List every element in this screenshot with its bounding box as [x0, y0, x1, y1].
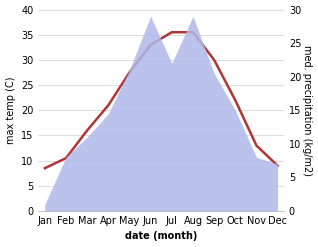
Y-axis label: med. precipitation (kg/m2): med. precipitation (kg/m2): [302, 45, 313, 176]
X-axis label: date (month): date (month): [125, 231, 197, 242]
Y-axis label: max temp (C): max temp (C): [5, 77, 16, 144]
